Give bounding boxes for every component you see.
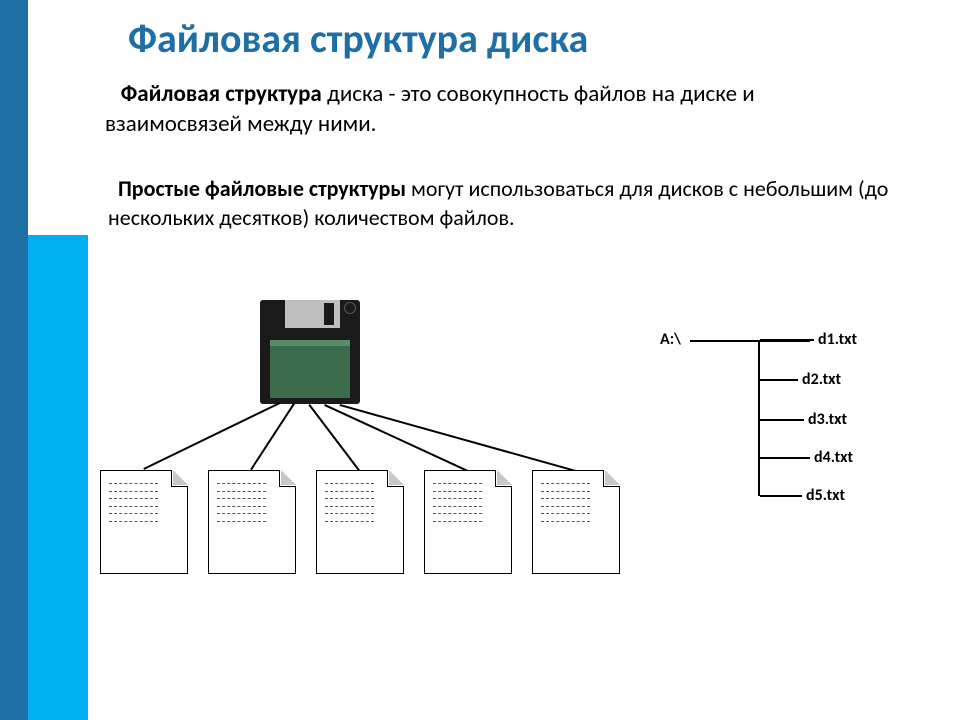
tree-line	[760, 495, 802, 497]
tree-root-label: A:\	[660, 330, 681, 349]
document-icon	[316, 470, 404, 574]
document-icon	[100, 470, 188, 574]
tree-line	[760, 457, 810, 459]
document-row	[100, 470, 620, 574]
floppy-body	[260, 300, 360, 404]
document-icon	[424, 470, 512, 574]
connector-line	[324, 404, 468, 471]
tree-item: d4.txt	[760, 448, 853, 467]
tree-line	[760, 419, 804, 421]
floppy-shutter	[285, 300, 340, 328]
tree-file-label: d1.txt	[814, 330, 857, 349]
tree-line	[760, 339, 814, 341]
tree-line	[760, 379, 798, 381]
sidebar-light	[28, 235, 88, 720]
floppy-diagram	[100, 300, 660, 590]
floppy-disk-icon	[260, 300, 360, 404]
tree-file-label: d3.txt	[804, 410, 847, 429]
tree-file-label: d4.txt	[810, 448, 853, 467]
definition-paragraph: Файловая структура диска - это совокупно…	[105, 80, 845, 140]
simple-term: Простые файловые структуры	[118, 175, 406, 202]
floppy-label	[270, 340, 350, 398]
connector-line	[340, 404, 576, 471]
slide-title: Файловая структура диска	[128, 14, 588, 63]
document-icon	[208, 470, 296, 574]
tree-file-label: d2.txt	[798, 370, 841, 389]
simple-structures-paragraph: Простые файловые структуры могут использ…	[108, 175, 898, 232]
tree-item: d2.txt	[760, 370, 841, 389]
document-icon	[532, 470, 620, 574]
connector-line	[143, 403, 280, 470]
tree-item: d5.txt	[760, 486, 845, 505]
connector-line	[309, 404, 360, 471]
definition-term: Файловая структура	[121, 80, 322, 108]
sidebar-dark	[0, 0, 28, 720]
tree-item: d1.txt	[760, 330, 857, 349]
tree-item: d3.txt	[760, 410, 847, 429]
floppy-circle	[344, 302, 356, 314]
tree-file-label: d5.txt	[802, 486, 845, 505]
